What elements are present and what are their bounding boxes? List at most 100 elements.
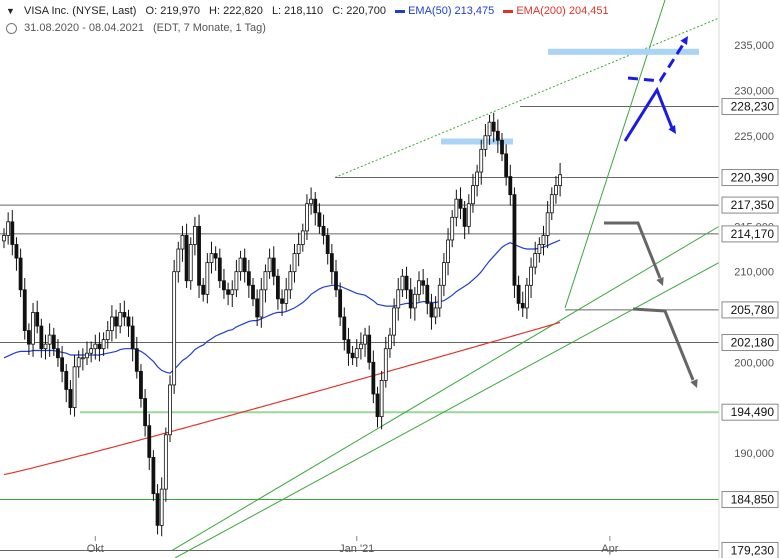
- candle: [18, 248, 23, 298]
- candle: [213, 246, 218, 271]
- ema200-swatch: [503, 9, 514, 13]
- breakout-arrow-path: [627, 42, 686, 83]
- candle-body: [288, 271, 293, 291]
- candle-body: [172, 271, 177, 386]
- candle: [159, 477, 164, 537]
- candle-body: [251, 284, 255, 300]
- level-label: 194,490: [731, 405, 775, 419]
- candle-body: [367, 334, 372, 363]
- candle-body: [163, 434, 168, 490]
- ema200-label: EMA(200): [516, 5, 566, 17]
- candle-body: [317, 212, 322, 227]
- candle-body: [139, 370, 143, 399]
- candle: [267, 248, 272, 279]
- candle: [417, 271, 421, 302]
- candle: [313, 191, 318, 226]
- candle-body: [334, 271, 338, 291]
- candle-body: [271, 257, 276, 277]
- y-tick-label: 190,000: [734, 448, 774, 460]
- candle: [338, 282, 343, 327]
- candle-body: [6, 221, 11, 236]
- candle: [180, 225, 185, 262]
- candle-body: [545, 212, 550, 236]
- candle-body: [60, 357, 64, 372]
- candle: [230, 280, 235, 308]
- candle-body: [259, 289, 264, 318]
- candle-body: [450, 216, 455, 241]
- target-zones: [441, 48, 699, 145]
- candle: [437, 278, 442, 317]
- candle: [529, 257, 533, 298]
- candle: [242, 248, 247, 283]
- candle-body: [554, 185, 558, 196]
- candle-body: [93, 343, 98, 350]
- candle: [192, 216, 197, 256]
- candle: [309, 187, 314, 215]
- price-grid: [0, 106, 719, 551]
- candle-body: [558, 174, 562, 187]
- candle: [441, 253, 446, 297]
- candle: [35, 300, 40, 334]
- candle: [43, 334, 48, 360]
- candle-body: [222, 280, 226, 291]
- candle: [512, 187, 517, 298]
- candle-body: [168, 384, 172, 436]
- level-label: 214,170: [731, 227, 775, 241]
- candle: [392, 298, 397, 346]
- candle: [491, 112, 496, 143]
- candle: [197, 214, 201, 298]
- candle-body: [26, 330, 31, 345]
- candle: [466, 194, 471, 234]
- candle: [429, 293, 434, 330]
- candle: [168, 375, 172, 443]
- candle-body: [462, 207, 467, 227]
- candle: [60, 345, 64, 383]
- chart-meta: (EDT, 7 Monate, 1 Tag): [153, 22, 266, 34]
- candle-body: [255, 298, 260, 318]
- candle-body: [454, 198, 459, 218]
- candle-body: [400, 275, 405, 291]
- candle: [259, 278, 264, 328]
- candle: [97, 332, 102, 362]
- chevron-down-icon[interactable]: ▼: [6, 6, 15, 16]
- candle: [76, 350, 81, 378]
- candle-body: [238, 257, 243, 273]
- candle: [346, 327, 351, 366]
- candle-body: [412, 293, 417, 309]
- x-tick-label: Jan '21: [339, 543, 374, 555]
- candle-body: [151, 457, 156, 495]
- candle: [130, 316, 135, 362]
- candle: [93, 334, 98, 360]
- candle: [147, 413, 152, 471]
- candle-body: [263, 271, 268, 291]
- candle-body: [68, 389, 73, 408]
- candle: [122, 300, 127, 327]
- candle: [163, 427, 168, 502]
- candle: [155, 484, 160, 535]
- candle-body: [205, 262, 210, 295]
- candle-body: [329, 253, 334, 273]
- candle-body: [201, 284, 206, 295]
- candle: [255, 289, 260, 327]
- candle-body: [541, 235, 546, 245]
- candle-body: [354, 348, 359, 359]
- candle-body: [76, 357, 81, 368]
- candle-body: [130, 325, 135, 350]
- open-value: O: 219,970: [145, 5, 200, 17]
- candle: [558, 162, 562, 197]
- candle-body: [159, 488, 164, 526]
- candle-body: [441, 262, 446, 286]
- candle: [462, 201, 467, 240]
- candle: [118, 302, 123, 334]
- candle-body: [192, 225, 197, 245]
- x-tick-label: Apr: [601, 543, 618, 555]
- candle: [10, 210, 15, 256]
- candle: [51, 327, 56, 356]
- candle: [321, 214, 326, 245]
- close-value: C: 220,700: [332, 5, 387, 17]
- candle-body: [122, 312, 127, 318]
- candle: [525, 278, 529, 319]
- candle: [329, 244, 334, 285]
- candle: [425, 278, 430, 315]
- candle-body: [379, 379, 384, 418]
